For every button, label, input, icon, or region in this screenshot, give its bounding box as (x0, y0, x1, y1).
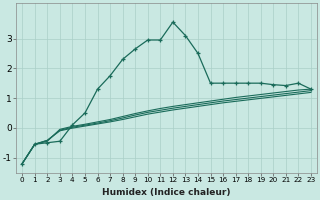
X-axis label: Humidex (Indice chaleur): Humidex (Indice chaleur) (102, 188, 231, 197)
